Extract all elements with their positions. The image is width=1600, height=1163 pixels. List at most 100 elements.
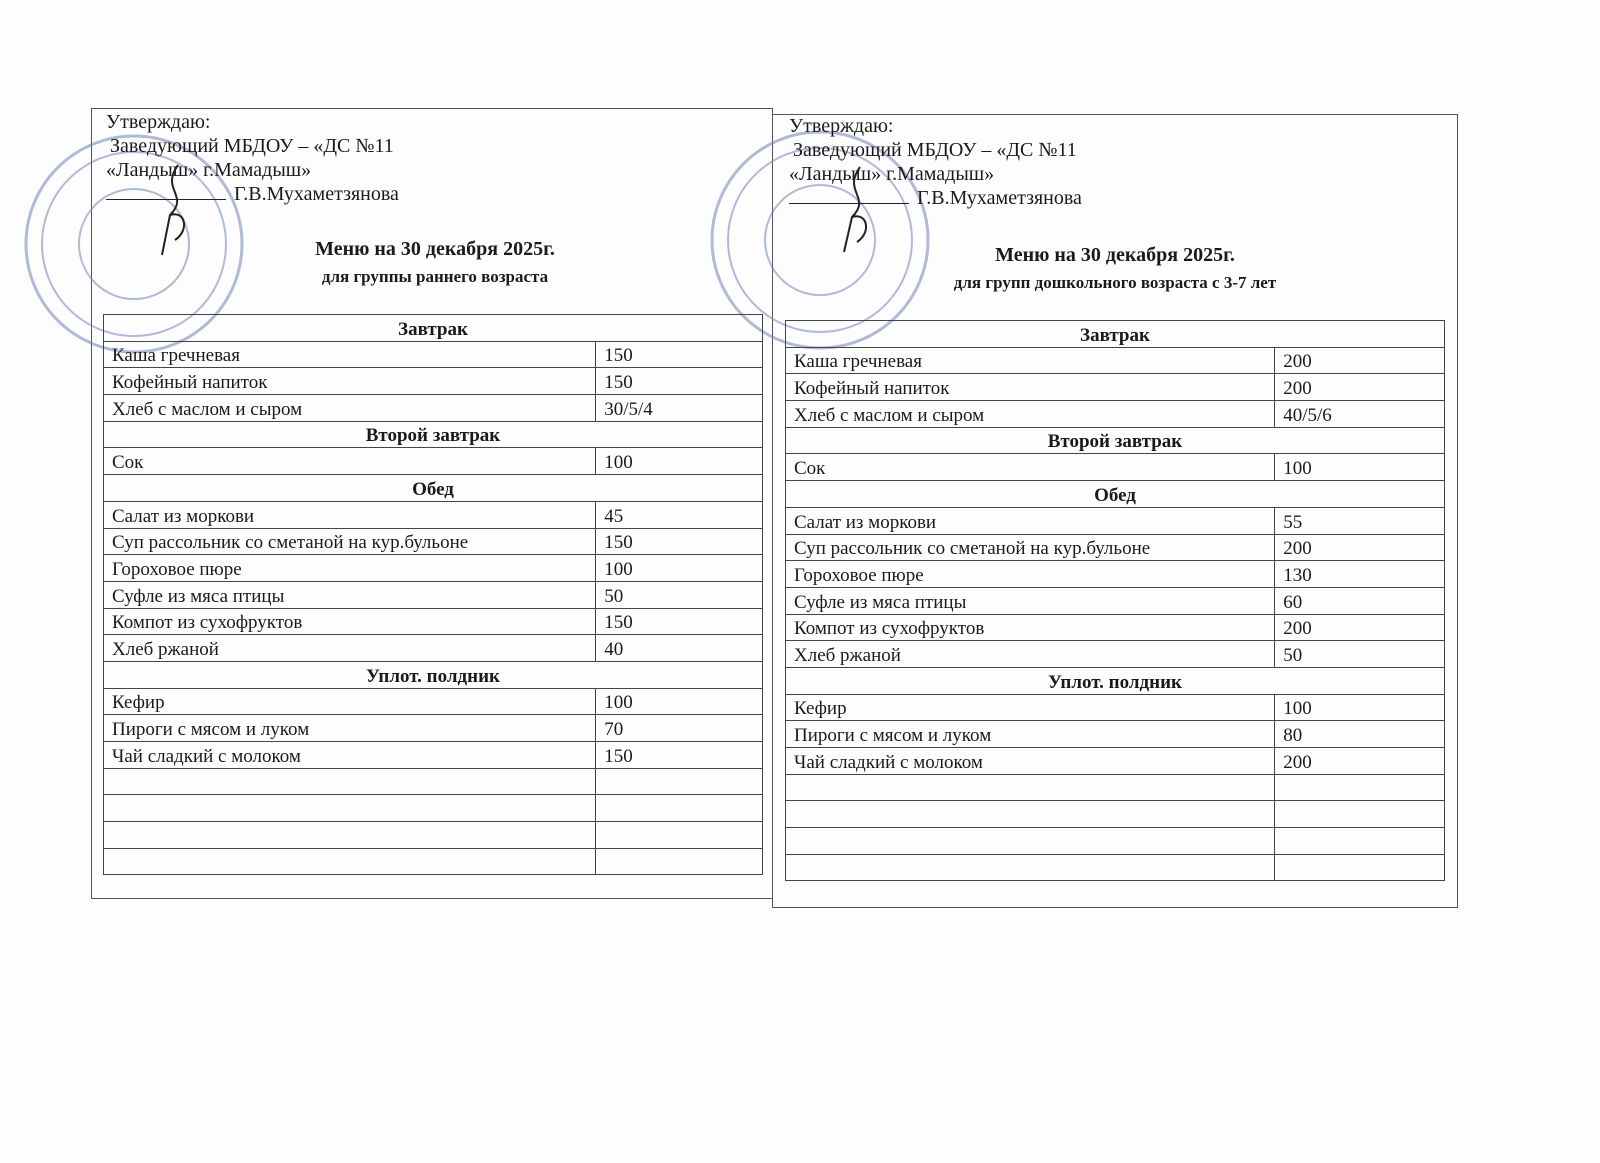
section-row: Второй завтрак [785,426,1445,455]
approver-name: Г.В.Мухаметзянова [234,183,399,205]
portion-size: 200 [1274,373,1445,402]
approver-org: «Ландыш» г.Мамадыш» [106,159,312,181]
table-row: Суп рассольник со сметаной на кур.бульон… [784,533,1445,562]
dish-name: Суфле из мяса птицы [784,586,1276,615]
portion-size: 40/5/6 [1274,400,1445,428]
portion-size: 150 [595,741,763,769]
approver-position: Заведующий МБДОУ – «ДС №11 [793,139,1077,161]
table-row: Хлеб ржаной 50 [784,640,1445,668]
approve-label: Утверждаю: [106,111,211,133]
portion-size [1274,773,1445,802]
signature-left [161,164,185,256]
portion-size: 150 [595,607,763,636]
dish-name [102,794,597,823]
dish-name [784,773,1276,802]
dish-name: Компот из сухофруктов [102,607,597,636]
table-row: Кефир 100 [102,687,763,716]
menu-table-left: Завтрак Каша гречневая 150 Кофейный напиток… [102,314,763,876]
table-row: Каша гречневая 200 [784,346,1445,375]
dish-name: Сок [102,447,597,476]
approve-label: Утверждаю: [789,115,894,137]
portion-size: 55 [1274,506,1445,535]
table-row [784,800,1445,829]
dish-name: Кофейный напиток [102,367,597,396]
menu-subtitle: для групп дошкольного возраста с 3-7 лет [953,273,1277,292]
table-row: Компот из сухофруктов 150 [102,607,763,636]
portion-size: 200 [1274,346,1445,375]
section-row: Второй завтрак [103,420,763,449]
approver-name: Г.В.Мухаметзянова [917,187,1082,209]
dish-name: Суп рассольник со сметаной на кур.бульон… [784,533,1276,562]
portion-size [1274,853,1445,882]
portion-size: 200 [1274,533,1445,562]
portion-size [595,794,763,823]
section-title: Уплот. полдник [785,666,1445,695]
approver-position: Заведующий МБДОУ – «ДС №11 [110,135,394,157]
dish-name: Пироги с мясом и луком [102,714,597,742]
table-row: Пироги с мясом и луком 80 [784,720,1445,748]
dish-name: Салат из моркови [102,500,597,529]
portion-size [595,767,763,796]
portion-size: 100 [1274,453,1445,482]
portion-size: 50 [595,580,763,609]
section-row: Завтрак [103,314,763,342]
dish-name: Гороховое пюре [784,560,1276,588]
menu-title: Меню на 30 декабря 2025г. [315,238,555,260]
dish-name: Каша гречневая [102,340,597,369]
approval-block-left: Утверждаю: Заведующий МБДОУ – «ДС №11 «Л… [106,110,399,206]
portion-size [595,821,763,849]
portion-size: 200 [1274,747,1445,775]
dish-name: Пироги с мясом и луком [784,720,1276,748]
dish-name: Хлеб с маслом и сыром [102,394,597,422]
dish-name: Сок [784,453,1276,482]
table-row [102,767,763,796]
table-row [784,773,1445,802]
portion-size: 60 [1274,586,1445,615]
table-row: Хлеб с маслом и сыром 30/5/4 [102,394,763,422]
dish-name [784,853,1276,882]
dish-name: Компот из сухофруктов [784,613,1276,642]
section-title: Завтрак [103,314,763,342]
section-row: Уплот. полдник [785,666,1445,695]
table-row: Салат из моркови 45 [102,500,763,529]
portion-size: 100 [595,447,763,476]
table-row: Хлеб с маслом и сыром 40/5/6 [784,400,1445,428]
table-row [102,847,763,876]
dish-name: Чай сладкий с молоком [784,747,1276,775]
portion-size: 100 [595,554,763,582]
table-row: Хлеб ржаной 40 [102,634,763,662]
portion-size: 130 [1274,560,1445,588]
dish-name: Суп рассольник со сметаной на кур.бульон… [102,527,597,556]
table-row [102,794,763,823]
dish-name: Каша гречневая [784,346,1276,375]
table-row [102,821,763,849]
dish-name [102,847,597,876]
table-row: Кофейный напиток 200 [784,373,1445,402]
dish-name [102,821,597,849]
dish-name [102,767,597,796]
section-row: Обед [785,480,1445,508]
portion-size: 50 [1274,640,1445,668]
dish-name [784,827,1276,855]
section-row: Обед [103,474,763,502]
table-row: Суфле из мяса птицы 50 [102,580,763,609]
approver-org: «Ландыш» г.Мамадыш» [789,163,995,185]
portion-size: 30/5/4 [595,394,763,422]
dish-name: Хлеб ржаной [102,634,597,662]
portion-size: 80 [1274,720,1445,748]
dish-name: Суфле из мяса птицы [102,580,597,609]
table-row: Гороховое пюре 130 [784,560,1445,588]
portion-size [1274,800,1445,829]
menu-heading-left: Меню на 30 декабря 2025г. для группы ран… [230,238,640,287]
table-row: Сок 100 [102,447,763,476]
section-title: Уплот. полдник [103,660,763,689]
portion-size: 70 [595,714,763,742]
table-row: Салат из моркови 55 [784,506,1445,535]
table-row: Сок 100 [784,453,1445,482]
dish-name: Хлеб ржаной [784,640,1276,668]
portion-size: 200 [1274,613,1445,642]
table-row: Суфле из мяса птицы 60 [784,586,1445,615]
menu-heading-right: Меню на 30 декабря 2025г. для групп дошк… [900,244,1330,293]
dish-name: Кофейный напиток [784,373,1276,402]
